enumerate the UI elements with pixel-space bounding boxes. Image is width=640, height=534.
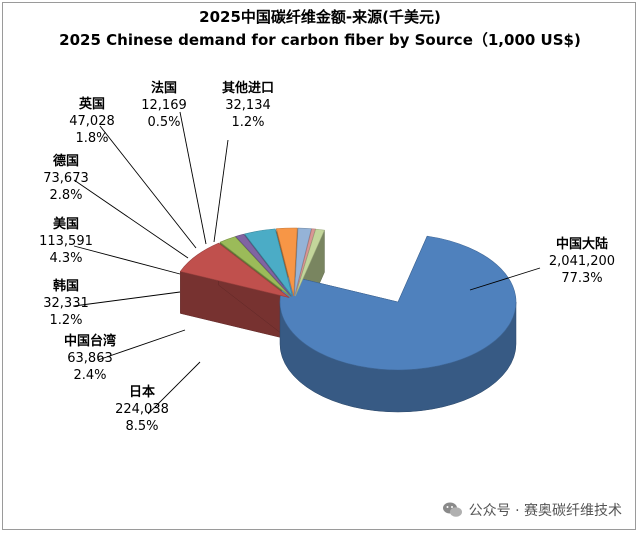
slice-name-8: 其他进口: [222, 80, 274, 96]
slice-value-4: 113,591: [39, 234, 93, 249]
slice-name-0: 中国大陆: [556, 236, 608, 252]
slice-value-7: 12,169: [141, 98, 187, 113]
slice-value-5: 73,673: [43, 171, 89, 186]
leader-line-1: [147, 361, 201, 415]
pie-tops: [179, 227, 517, 371]
leader-line-7: [179, 111, 207, 245]
slice-label-8: 其他进口 32,134 1.2%: [222, 80, 274, 130]
leader-line-2: [97, 329, 186, 361]
slice-label-1: 日本 224,038 8.5%: [115, 384, 169, 434]
slice-name-3: 韩国: [53, 278, 79, 294]
slice-percent-7: 0.5%: [147, 115, 180, 130]
leader-line-3: [73, 291, 181, 307]
wechat-icon: [442, 502, 463, 518]
slice-label-7: 法国 12,169 0.5%: [141, 80, 187, 130]
chart-frame: [2, 2, 636, 530]
slice-percent-8: 1.2%: [231, 115, 264, 130]
slice-name-4: 美国: [53, 216, 79, 232]
chart-subtitle: 2025 Chinese demand for carbon fiber by …: [59, 31, 581, 49]
leader-line-8: [213, 139, 229, 243]
pie-slice-1[interactable]: [179, 242, 290, 298]
slice-label-3: 韩国 32,331 1.2%: [43, 278, 89, 328]
slice-value-2: 63,863: [67, 351, 113, 366]
pie-slice-2[interactable]: [219, 236, 291, 297]
slice-label-0: 中国大陆 2,041,200 77.3%: [549, 236, 615, 286]
pie-slice-7[interactable]: [294, 228, 316, 297]
chart-title: 2025中国碳纤维金额-来源(千美元): [199, 8, 441, 26]
slice-label-4: 美国 113,591 4.3%: [39, 216, 93, 266]
slice-name-6: 英国: [78, 96, 105, 112]
watermark-text: 公众号 · 赛奥碳纤维技术: [468, 503, 622, 519]
leader-line-0: [469, 267, 541, 291]
pie-slice-5[interactable]: [276, 227, 298, 297]
slice-label-5: 德国 73,673 2.8%: [43, 153, 89, 203]
pie-slice-3[interactable]: [235, 233, 292, 297]
slice-value-3: 32,331: [43, 296, 89, 311]
slice-percent-2: 2.4%: [73, 368, 106, 383]
pie-labels: 中国大陆 2,041,200 77.3% 日本 224,038 8.5% 中国台湾 63,86…: [39, 80, 615, 434]
slice-value-6: 47,028: [69, 114, 115, 129]
slice-value-0: 2,041,200: [549, 254, 615, 269]
slice-value-8: 32,134: [225, 98, 271, 113]
slice-percent-4: 4.3%: [49, 251, 82, 266]
slice-value-1: 224,038: [115, 402, 169, 417]
slice-percent-3: 1.2%: [49, 313, 82, 328]
pie-slice-4[interactable]: [244, 228, 293, 297]
leader-line-6: [99, 125, 197, 249]
slice-label-6: 英国 47,028 1.8%: [69, 96, 115, 146]
slice-percent-5: 2.8%: [49, 188, 82, 203]
slice-name-5: 德国: [53, 153, 79, 169]
pie-slice-0[interactable]: [279, 235, 517, 371]
slice-percent-6: 1.8%: [75, 131, 108, 146]
slice-percent-0: 77.3%: [561, 271, 602, 286]
slice-name-1: 日本: [129, 384, 155, 400]
slice-percent-1: 8.5%: [125, 419, 158, 434]
leader-line-4: [73, 245, 181, 275]
slice-label-2: 中国台湾 63,863 2.4%: [64, 333, 116, 383]
leader-line-5: [73, 179, 189, 259]
slice-name-2: 中国台湾: [64, 333, 116, 349]
pie-slice-6[interactable]: [294, 227, 312, 297]
slice-name-7: 法国: [151, 80, 177, 96]
pie-slice-8[interactable]: [294, 228, 325, 297]
watermark: 公众号 · 赛奥碳纤维技术: [442, 500, 622, 520]
